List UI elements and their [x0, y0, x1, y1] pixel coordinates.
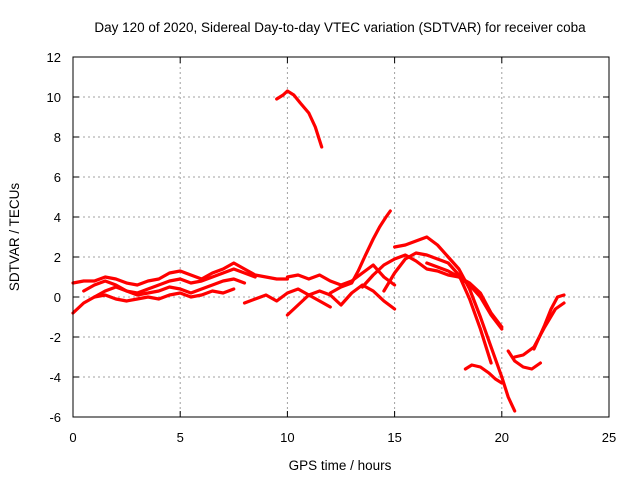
- series-line-track-l: [382, 251, 493, 365]
- data-series: [71, 89, 566, 413]
- series-line-track-q: [513, 301, 566, 359]
- x-tick-label: 10: [280, 430, 294, 445]
- grid-lines: [73, 57, 609, 417]
- series-line-track-r: [532, 293, 566, 351]
- axis-tick-labels: 0 5 10 15 20 25 -6 -4 -2 0 2 4 6 8 10 12: [47, 50, 617, 445]
- y-tick-label: 12: [47, 50, 61, 65]
- series-line-track-g: [285, 263, 397, 287]
- plot-frame: [72, 56, 610, 418]
- y-tick-label: 2: [54, 250, 61, 265]
- series-line-track-p: [506, 349, 543, 371]
- y-tick-label: 6: [54, 170, 61, 185]
- series-line-track-f: [275, 89, 324, 149]
- series-line-track-j: [360, 253, 504, 329]
- series-line-track-c: [82, 277, 247, 297]
- series-line-track-o: [500, 375, 517, 413]
- x-tick-label: 15: [387, 430, 401, 445]
- x-axis-label: GPS time / hours: [289, 458, 392, 473]
- series-line-track-d: [92, 287, 236, 303]
- series-line-track-e: [242, 287, 332, 309]
- x-tick-label: 0: [69, 430, 76, 445]
- y-tick-label: 10: [47, 90, 61, 105]
- y-axis-label: SDTVAR / TECUs: [7, 183, 22, 292]
- x-tick-label: 20: [495, 430, 509, 445]
- series-line-track-n: [463, 363, 504, 385]
- chart-title: Day 120 of 2020, Sidereal Day-to-day VTE…: [94, 20, 586, 35]
- series-line-track-m: [425, 261, 504, 331]
- axis-ticks: [72, 56, 610, 418]
- y-tick-label: 0: [54, 290, 61, 305]
- y-tick-label: -4: [49, 370, 61, 385]
- x-tick-label: 25: [602, 430, 616, 445]
- x-tick-label: 5: [177, 430, 184, 445]
- y-tick-label: 8: [54, 130, 61, 145]
- series-line-track-b: [71, 267, 257, 315]
- series-line-track-a: [71, 261, 289, 287]
- y-tick-label: 4: [54, 210, 61, 225]
- series-line-track-h: [285, 283, 397, 317]
- series-line-track-k: [393, 235, 504, 379]
- y-tick-label: -6: [49, 410, 61, 425]
- series-line-track-i: [328, 209, 392, 295]
- y-tick-label: -2: [49, 330, 61, 345]
